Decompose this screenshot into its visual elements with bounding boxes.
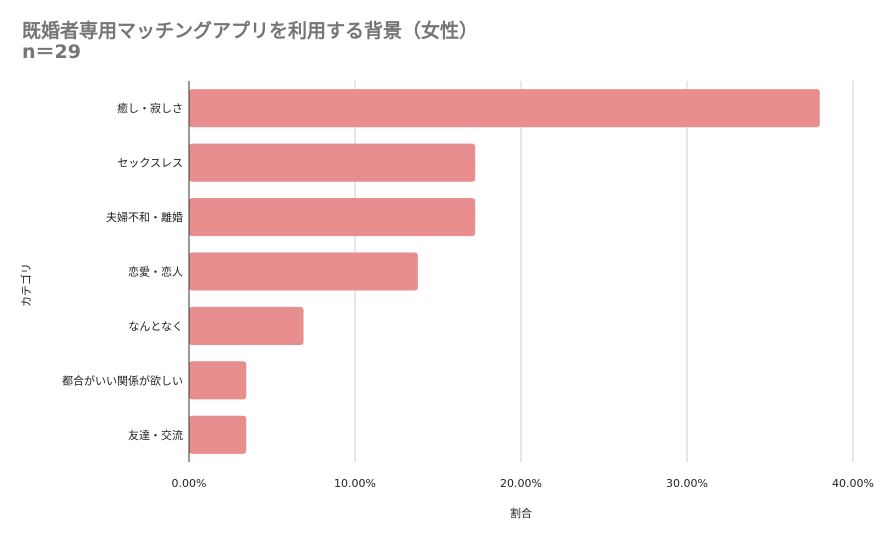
x-tick-label: 0.00% [172, 477, 207, 490]
bar [189, 415, 247, 454]
bar [189, 143, 476, 182]
category-label: なんとなく [128, 320, 183, 333]
category-label: セックスレス [117, 157, 183, 170]
category-label: 恋愛・恋人 [128, 265, 183, 279]
gridlines [354, 81, 854, 462]
chart-title: 既婚者専用マッチングアプリを利用する背景（女性） [22, 20, 479, 42]
x-tick-label: 40.00% [832, 477, 874, 490]
x-tick-label: 30.00% [666, 477, 708, 490]
y-axis-title: カテゴリ [19, 263, 33, 307]
category-label: 夫婦不和・離婚 [106, 210, 183, 224]
bar [189, 361, 247, 400]
bar [189, 198, 476, 237]
bar [189, 252, 418, 291]
bar [189, 306, 304, 345]
x-tick-labels: 0.00% 10.00% 20.00% 30.00% 40.00% [172, 477, 874, 490]
x-axis-title: 割合 [510, 506, 532, 520]
x-tick-label: 10.00% [334, 477, 376, 490]
category-label: 都合がいい関係が欲しい [62, 373, 183, 387]
bars [189, 89, 820, 454]
bar [189, 89, 820, 128]
category-labels: 癒し・寂しさセックスレス夫婦不和・離婚恋愛・恋人なんとなく都合がいい関係が欲しい… [62, 101, 183, 442]
x-tick-label: 20.00% [500, 477, 542, 490]
chart-subtitle: n＝29 [22, 41, 81, 63]
category-label: 癒し・寂しさ [117, 101, 183, 115]
category-label: 友達・交流 [128, 428, 183, 442]
